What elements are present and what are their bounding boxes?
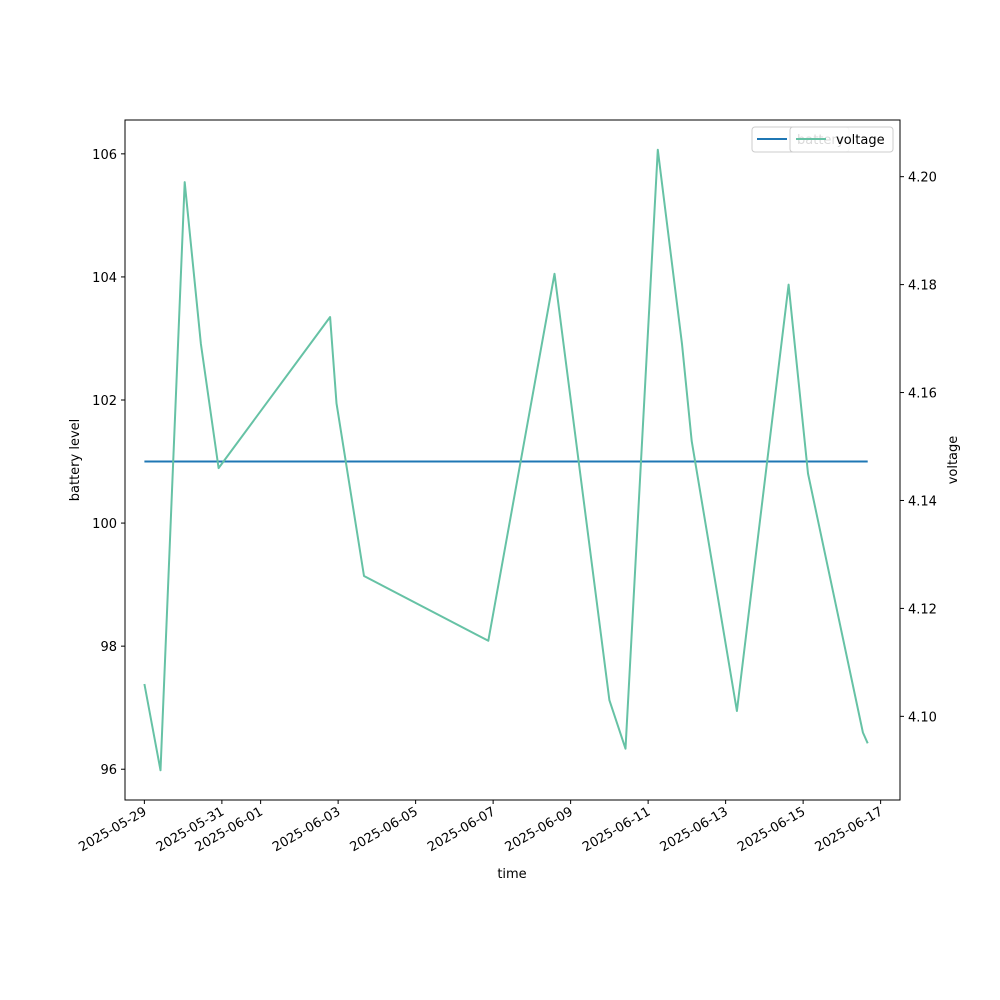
y-tick-label: 98: [100, 640, 117, 655]
y2-tick-label: 4.18: [908, 279, 937, 294]
y-tick-label: 102: [92, 394, 117, 409]
y-tick-label: 100: [92, 517, 117, 532]
y-tick-label: 96: [100, 763, 117, 778]
plot-frame: [124, 119, 901, 801]
y-tick-label: 104: [92, 271, 117, 286]
legend-box-voltage: [789, 126, 894, 153]
y2-tick-label: 4.12: [908, 602, 937, 617]
legend-voltage: voltage: [789, 126, 894, 153]
plot-area: [143, 148, 869, 772]
y-tick-label: 106: [92, 148, 117, 163]
y2-tick-label: 4.14: [908, 494, 937, 509]
y-axis-label: battery level: [68, 419, 83, 502]
y2-tick-label: 4.16: [908, 387, 937, 402]
y-axis-left: 96 98 100 102 104 106: [92, 148, 125, 778]
y2-tick-label: 4.20: [908, 171, 937, 186]
x-axis-label: time: [497, 867, 526, 882]
series-line-voltage: [143, 148, 869, 772]
y2-axis-label: voltage: [946, 436, 961, 485]
y-axis-right: 4.10 4.12 4.14 4.16 4.18 4.20: [900, 171, 937, 725]
legend-label-voltage: voltage: [836, 133, 885, 148]
y2-tick-label: 4.10: [908, 710, 937, 725]
